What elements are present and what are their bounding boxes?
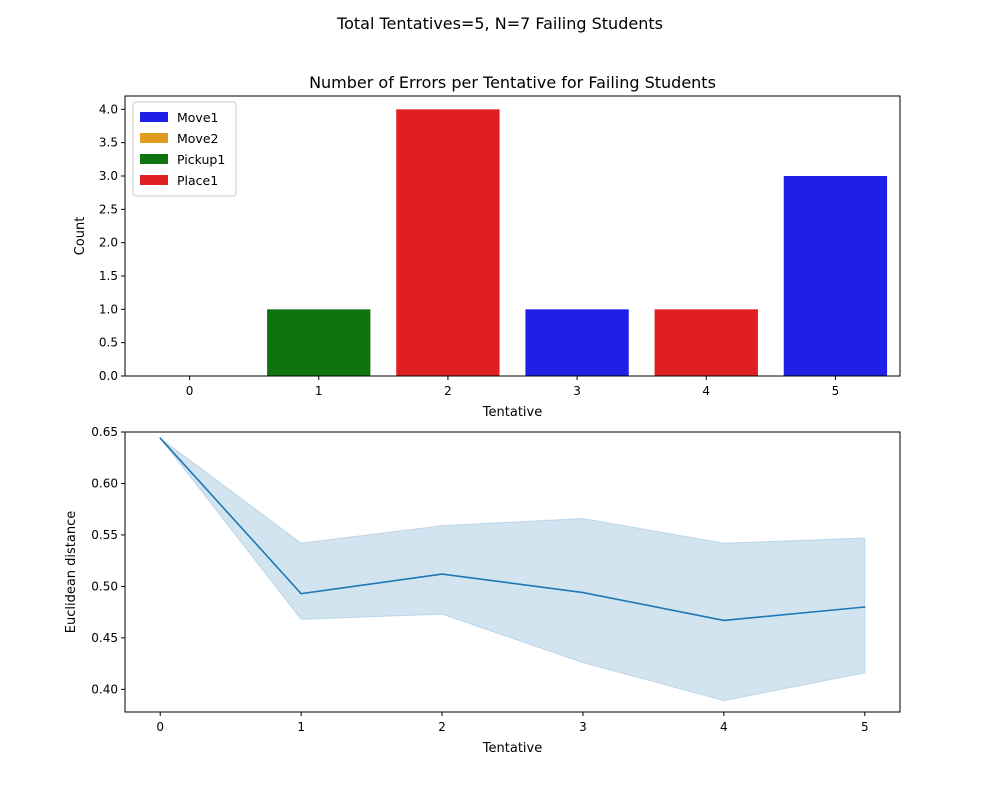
data-point bbox=[159, 437, 162, 439]
line-chart-frame bbox=[124, 431, 901, 713]
x-tick-label: 5 bbox=[832, 384, 840, 398]
y-tick-label: 0.60 bbox=[91, 476, 118, 490]
legend-swatch bbox=[140, 112, 168, 122]
bar-group bbox=[267, 109, 888, 376]
data-point bbox=[723, 619, 725, 622]
y-tick-label: 0.45 bbox=[91, 631, 118, 645]
data-point bbox=[863, 606, 866, 608]
figure-suptitle: Total Tentatives=5, N=7 Failing Students bbox=[336, 14, 663, 33]
bar-chart-title: Number of Errors per Tentative for Faili… bbox=[309, 73, 716, 92]
x-tick-label: 0 bbox=[186, 384, 194, 398]
x-tick-label: 5 bbox=[861, 720, 869, 734]
y-tick-label: 4.0 bbox=[99, 102, 118, 116]
data-point bbox=[300, 592, 302, 595]
legend-label: Pickup1 bbox=[177, 152, 225, 167]
legend-swatch bbox=[140, 133, 168, 143]
bar-chart-x-label: Tentative bbox=[482, 405, 542, 420]
bar bbox=[396, 109, 500, 376]
y-tick-label: 0.65 bbox=[91, 425, 118, 439]
bar-chart-y-label: Count bbox=[73, 217, 88, 256]
y-tick-label: 0.5 bbox=[99, 336, 118, 350]
y-tick-label: 3.0 bbox=[99, 169, 118, 183]
y-tick-label: 0.40 bbox=[91, 682, 118, 696]
legend-swatch bbox=[140, 154, 168, 164]
legend-label: Move1 bbox=[177, 110, 218, 125]
line-plot-area bbox=[159, 437, 866, 702]
y-tick-label: 1.5 bbox=[99, 269, 118, 283]
x-tick-label: 1 bbox=[297, 720, 305, 734]
y-tick-label: 3.5 bbox=[99, 136, 118, 150]
line-chart-x-ticks: 0 1 2 3 4 5 bbox=[156, 712, 869, 734]
x-tick-label: 0 bbox=[156, 720, 164, 734]
y-tick-label: 0.55 bbox=[91, 528, 118, 542]
bar bbox=[654, 309, 758, 376]
x-tick-label: 1 bbox=[315, 384, 323, 398]
legend-swatch bbox=[140, 175, 168, 185]
data-point bbox=[441, 573, 443, 575]
line-chart-panel: 0.40 0.45 0.50 0.55 0.60 0.65 0 1 2 3 4 5 Tentativ… bbox=[64, 425, 901, 756]
x-tick-label: 2 bbox=[438, 720, 446, 734]
bar-chart-legend: Move1 Move2 Pickup1 Place1 bbox=[132, 101, 237, 197]
x-tick-label: 2 bbox=[444, 384, 452, 398]
confidence-band bbox=[159, 437, 866, 702]
y-tick-label: 0.50 bbox=[91, 579, 118, 593]
series-line bbox=[159, 437, 865, 622]
bar-chart-x-ticks: 0 1 2 3 4 5 bbox=[186, 376, 839, 398]
x-tick-label: 4 bbox=[720, 720, 728, 734]
bar-chart-frame bbox=[124, 95, 901, 377]
y-tick-label: 1.0 bbox=[99, 302, 118, 316]
line-chart-y-label: Euclidean distance bbox=[64, 511, 79, 634]
y-tick-label: 2.5 bbox=[99, 202, 118, 216]
bar bbox=[267, 309, 371, 376]
x-tick-label: 4 bbox=[702, 384, 710, 398]
y-tick-label: 0.0 bbox=[99, 369, 118, 383]
bar-chart-y-ticks: 0.0 0.5 1.0 1.5 2.0 2.5 3.0 3.5 4.0 bbox=[99, 102, 125, 383]
x-tick-label: 3 bbox=[579, 720, 587, 734]
bar bbox=[525, 309, 629, 376]
line-chart-y-ticks: 0.40 0.45 0.50 0.55 0.60 0.65 bbox=[91, 425, 125, 696]
legend-label: Place1 bbox=[177, 173, 218, 188]
y-tick-label: 2.0 bbox=[99, 236, 118, 250]
legend-label: Move2 bbox=[177, 131, 218, 146]
legend-box bbox=[132, 101, 237, 197]
bar-chart-panel: Number of Errors per Tentative for Faili… bbox=[73, 73, 901, 420]
x-tick-label: 3 bbox=[573, 384, 581, 398]
bar bbox=[783, 176, 888, 376]
data-point bbox=[582, 591, 584, 594]
line-chart-x-label: Tentative bbox=[482, 741, 542, 756]
